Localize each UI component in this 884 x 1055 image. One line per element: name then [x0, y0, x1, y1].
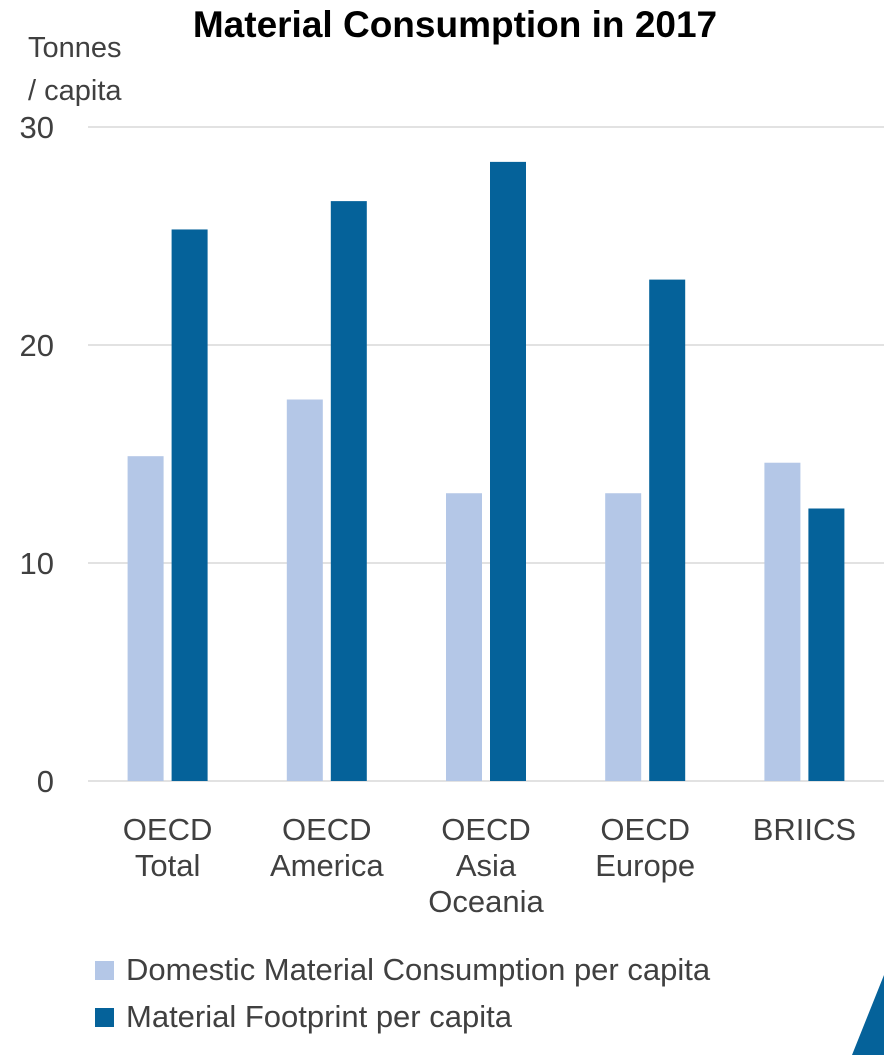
legend-swatch-1: [95, 1008, 114, 1027]
x-category-label: OECD: [600, 812, 690, 847]
legend-swatch-0: [95, 961, 114, 980]
bar-series-0-cat-1: [286, 399, 323, 781]
bar-series-1-cat-2: [490, 161, 526, 781]
legend: Domestic Material Consumption per capita…: [95, 952, 711, 1034]
corner-decoration: [852, 975, 884, 1055]
x-category-label: Total: [135, 848, 200, 883]
bar-series-0-cat-2: [446, 493, 482, 781]
bar-series-1-cat-1: [330, 201, 367, 781]
x-category-label: Oceania: [428, 884, 544, 919]
bar-series-0-cat-3: [605, 493, 642, 781]
y-tick-label: 20: [20, 328, 54, 363]
x-category-label: Europe: [595, 848, 695, 883]
legend-label-1: Material Footprint per capita: [126, 999, 513, 1034]
x-category-label: OECD: [441, 812, 531, 847]
y-tick-label: 10: [20, 546, 54, 581]
y-tick-label: 30: [20, 110, 54, 145]
x-category-label: America: [270, 848, 384, 883]
x-category-label: OECD: [282, 812, 372, 847]
y-axis-label-line-1: Tonnes: [28, 32, 122, 64]
y-axis-label-line-2: / capita: [28, 75, 122, 107]
legend-label-0: Domestic Material Consumption per capita: [126, 952, 711, 987]
bars: [127, 161, 845, 781]
y-axis-ticks: 0 10 20 30: [20, 110, 54, 799]
bar-series-1-cat-3: [649, 279, 686, 781]
y-tick-label: 0: [37, 764, 54, 799]
bar-series-0-cat-4: [764, 462, 801, 781]
x-category-label: Asia: [456, 848, 517, 883]
x-axis-categories: OECDTotalOECDAmericaOECDAsiaOceaniaOECDE…: [123, 812, 856, 919]
bar-series-0-cat-0: [127, 456, 164, 781]
bar-series-1-cat-4: [808, 508, 845, 781]
gridlines: [88, 126, 884, 564]
bar-series-1-cat-0: [171, 229, 208, 781]
x-category-label: BRIICS: [753, 812, 856, 847]
chart-title: Material Consumption in 2017: [193, 4, 717, 45]
x-category-label: OECD: [123, 812, 213, 847]
